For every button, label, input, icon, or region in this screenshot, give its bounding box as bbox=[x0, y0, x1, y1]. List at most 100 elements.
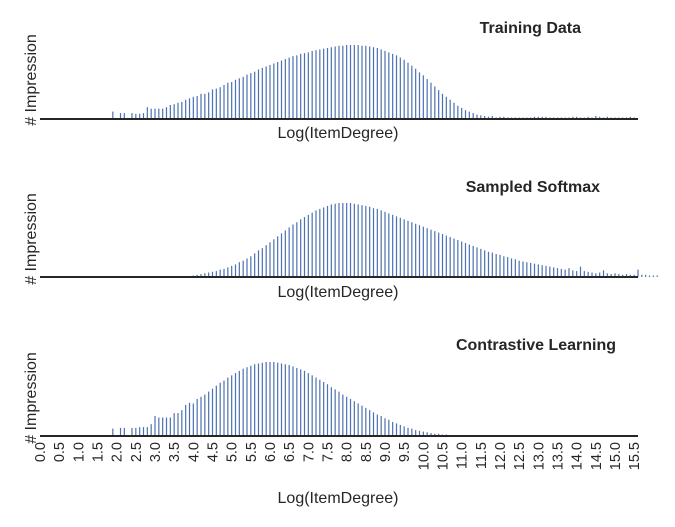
histogram-bar bbox=[261, 67, 263, 119]
histogram-bar bbox=[158, 108, 160, 119]
histogram-bar bbox=[618, 274, 620, 277]
histogram-bar bbox=[319, 49, 321, 119]
histogram-bar bbox=[369, 410, 371, 436]
histogram-bar bbox=[518, 260, 520, 277]
histogram-bar bbox=[453, 238, 455, 277]
histogram-bar bbox=[637, 269, 639, 277]
histogram-bar bbox=[173, 413, 175, 436]
histogram-bar bbox=[234, 373, 237, 436]
histogram-bar bbox=[422, 226, 424, 277]
x-tick-label: 0.5 bbox=[52, 442, 68, 462]
histogram-bar bbox=[491, 252, 493, 277]
histogram-bar bbox=[238, 370, 240, 436]
histogram-bar bbox=[346, 45, 348, 119]
histogram-bar bbox=[223, 268, 225, 277]
panel-sampled-softmax: Sampled Softmax # Impression Log(ItemDeg… bbox=[23, 179, 658, 301]
histogram-bar bbox=[154, 108, 156, 119]
histogram-bar bbox=[165, 107, 168, 119]
histogram-bar bbox=[192, 403, 194, 436]
histogram-bar bbox=[365, 205, 367, 277]
histogram-bar bbox=[392, 421, 394, 436]
histogram-bar bbox=[177, 413, 179, 436]
x-tick-label: 2.5 bbox=[129, 442, 145, 462]
histogram-bar bbox=[342, 203, 344, 277]
histogram-bar bbox=[204, 93, 206, 119]
histogram-bar bbox=[273, 63, 275, 119]
histogram-bar bbox=[545, 265, 547, 277]
histogram-bar bbox=[545, 116, 547, 119]
histogram-bar bbox=[165, 417, 168, 436]
panel-title: Sampled Softmax bbox=[466, 179, 600, 196]
histogram-bar bbox=[292, 56, 294, 119]
histogram-bar bbox=[280, 233, 283, 277]
histogram-bar bbox=[388, 52, 390, 119]
histogram-bar bbox=[296, 55, 298, 119]
histogram-bar bbox=[407, 62, 409, 119]
histogram-bar bbox=[303, 53, 306, 119]
histogram-bar bbox=[315, 210, 317, 277]
histogram-bar bbox=[254, 364, 256, 436]
histogram-bar bbox=[415, 223, 417, 277]
histogram-bar bbox=[242, 260, 244, 277]
histogram-bar bbox=[185, 404, 187, 436]
histogram-bar bbox=[353, 401, 355, 436]
histogram-bar bbox=[307, 373, 309, 436]
histogram-bar bbox=[553, 267, 555, 277]
histogram-bar bbox=[200, 93, 202, 119]
panel-title: Training Data bbox=[480, 20, 581, 37]
histogram-bar bbox=[300, 219, 302, 277]
histogram-bar bbox=[215, 88, 217, 119]
histogram-bar bbox=[595, 273, 597, 277]
histogram-bar bbox=[633, 274, 635, 277]
histogram-bar bbox=[587, 271, 589, 277]
histogram-bar bbox=[112, 428, 114, 436]
histogram-bar bbox=[311, 212, 313, 277]
x-tick-label: 7.5 bbox=[321, 442, 337, 462]
histogram-bar bbox=[158, 417, 160, 436]
bar-group bbox=[112, 362, 467, 436]
histogram-bar bbox=[257, 250, 260, 277]
histogram-bar bbox=[461, 241, 463, 277]
histogram-bar bbox=[185, 99, 187, 119]
x-tick-label: 8.5 bbox=[359, 442, 375, 462]
histogram-bar bbox=[265, 245, 267, 277]
histogram-bar bbox=[323, 48, 325, 120]
histogram-bar bbox=[610, 274, 612, 277]
histogram-bar bbox=[234, 79, 237, 119]
histogram-bar bbox=[380, 210, 382, 277]
histogram-bar bbox=[480, 248, 482, 277]
histogram-bar bbox=[284, 364, 286, 436]
histogram-bar bbox=[606, 116, 608, 119]
x-tick-label: 6.0 bbox=[263, 442, 279, 462]
histogram-bar bbox=[380, 416, 382, 436]
histogram-bar bbox=[392, 214, 394, 277]
histogram-bar bbox=[468, 244, 470, 277]
histogram-bar bbox=[572, 116, 574, 119]
histogram-bar bbox=[438, 433, 440, 436]
histogram-bar bbox=[200, 396, 202, 436]
histogram-bar bbox=[648, 275, 651, 277]
histogram-bar bbox=[123, 427, 125, 436]
histogram-bar bbox=[292, 366, 294, 436]
histogram-bar bbox=[614, 273, 616, 277]
histogram-bar bbox=[211, 388, 214, 436]
histogram-bar bbox=[434, 231, 436, 277]
histogram-bar bbox=[541, 116, 543, 119]
histogram-bar bbox=[227, 377, 229, 436]
histogram-bar bbox=[238, 262, 240, 277]
x-tick-label: 15.5 bbox=[627, 442, 643, 470]
histogram-bar bbox=[300, 53, 302, 119]
histogram-bar bbox=[342, 45, 344, 119]
histogram-bar bbox=[231, 82, 233, 119]
histogram-bar bbox=[150, 424, 152, 436]
histogram-bar bbox=[265, 66, 267, 119]
histogram-bar bbox=[227, 82, 229, 119]
histogram-bar bbox=[319, 208, 321, 277]
histogram-bar bbox=[204, 394, 206, 436]
histogram-bar bbox=[487, 116, 490, 119]
histogram-bar bbox=[625, 274, 628, 277]
histogram-bar bbox=[261, 248, 263, 277]
histogram-bar bbox=[411, 222, 413, 277]
histogram-bar bbox=[292, 224, 294, 277]
histogram-bar bbox=[334, 389, 336, 436]
